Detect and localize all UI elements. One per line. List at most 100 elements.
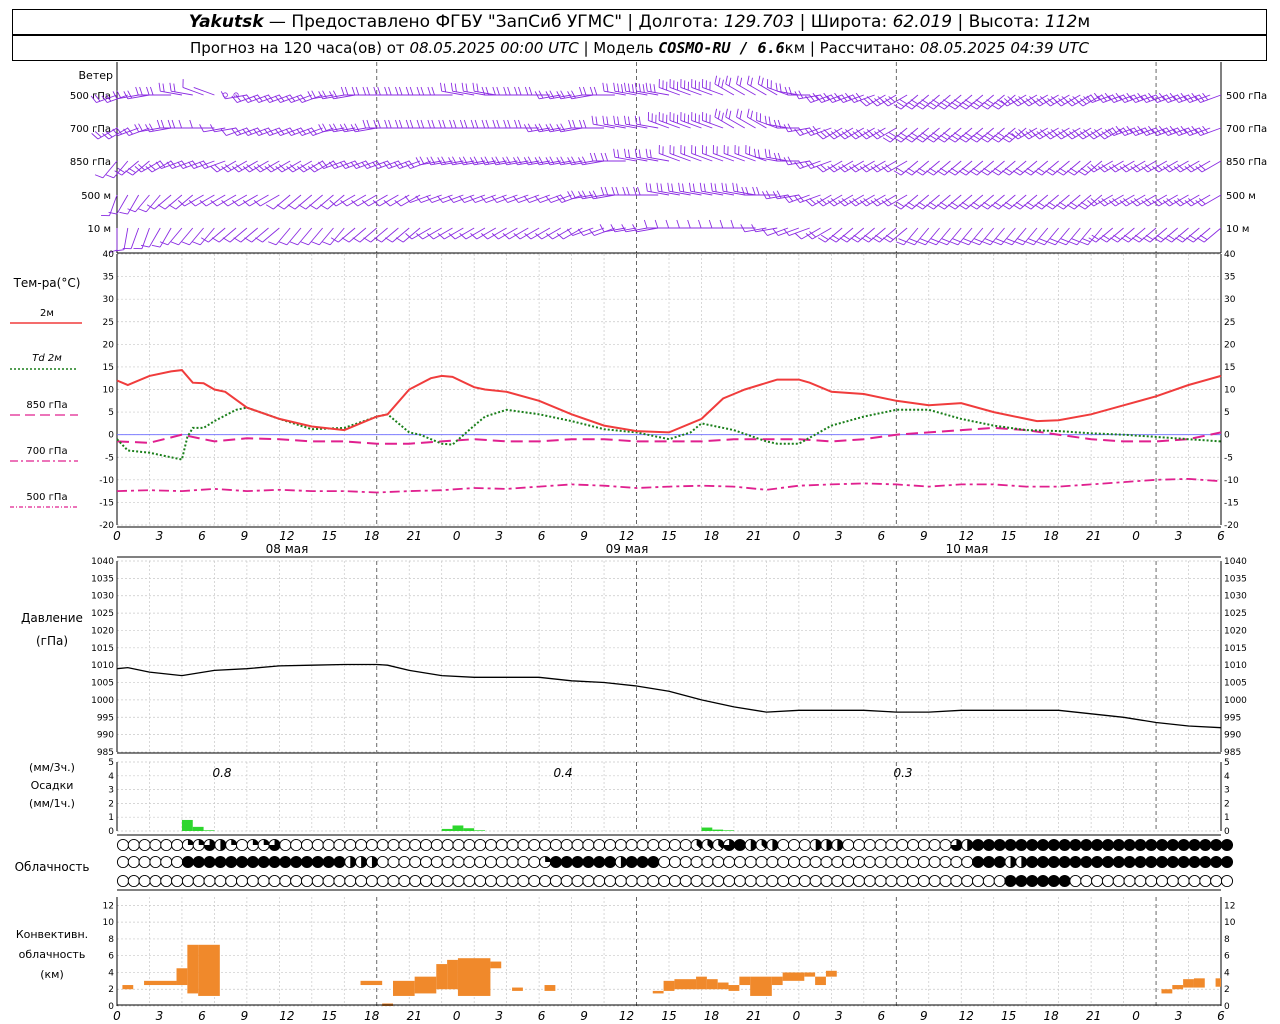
cloud-circle (788, 855, 801, 869)
cloud-symbol (203, 838, 216, 852)
wind-barb (849, 194, 875, 207)
wind-barb (105, 160, 129, 179)
wind-barb (669, 112, 691, 129)
cloud-symbol (690, 874, 703, 888)
x-tick-label: 15 (661, 529, 676, 543)
wind-barb (329, 90, 356, 100)
cloud-symbol (571, 838, 584, 852)
cloud-symbol (593, 838, 606, 852)
cloud-symbol (365, 855, 378, 869)
wind-barb (817, 227, 843, 243)
cloud-symbol (225, 855, 238, 869)
wind-barb (458, 156, 486, 166)
wind-barb (773, 119, 799, 129)
wind-barb (1151, 125, 1178, 136)
wind-barb (947, 160, 973, 176)
wind-barb (232, 160, 258, 173)
pressure-grid: 1040 1040 1035 1035 1030 1030 1025 1025 1020 1020… (91, 557, 1247, 758)
wind-barb (1054, 127, 1081, 140)
wind-barb (1131, 227, 1157, 243)
cloud-circle (116, 838, 130, 852)
cloud-symbol (1080, 855, 1093, 869)
y-tick-label-right: 3 (1224, 786, 1230, 796)
cloud-circle (1210, 874, 1223, 888)
wind-barb (991, 160, 1016, 176)
y-tick-label: -10 (99, 476, 114, 486)
wind-level-label: 700 гПа (70, 124, 111, 135)
wind-barb (1162, 194, 1189, 207)
cloud-circle (961, 855, 974, 869)
wind-barb (1001, 194, 1027, 210)
cloud-symbol (441, 838, 454, 852)
wind-barb (125, 160, 150, 176)
x-tick-label: 6 (198, 1009, 206, 1023)
cloud-symbol (1156, 838, 1169, 852)
cloud-symbol (874, 838, 887, 852)
y-tick-label: 10 (103, 386, 115, 396)
cloud-circle (1047, 838, 1060, 852)
convective-bar (804, 972, 816, 977)
precip-bar (474, 830, 485, 831)
cloud-circle (203, 855, 216, 869)
convective-bar (490, 961, 502, 969)
cloud-circle (1145, 874, 1158, 888)
wind-barb (1110, 227, 1135, 243)
wind-barb (753, 148, 778, 162)
wind-barb (732, 182, 756, 196)
wind-barb (115, 227, 129, 252)
wind-barb (1152, 194, 1178, 207)
cloud-circle (279, 838, 292, 852)
wind-barb (794, 160, 821, 169)
cloud-fill (707, 839, 714, 849)
wind-barb (669, 79, 691, 96)
wind-barb (363, 227, 388, 243)
wind-barb (145, 123, 172, 133)
header-row-1: Yakutsk — Предоставлено ФГБУ "ЗапСиб УГМ… (12, 9, 1267, 35)
wind-barb (440, 82, 464, 96)
cloud-circle (474, 838, 487, 852)
precip-bar (712, 829, 724, 831)
cloud-symbol (820, 874, 833, 888)
cloud-symbol (1004, 874, 1017, 888)
wind-barb (1004, 227, 1027, 246)
cloud-circle (387, 855, 400, 869)
convective-bar (1161, 989, 1173, 994)
cloud-circle (441, 838, 454, 852)
cloud-symbol (1026, 838, 1039, 852)
cloud-symbol (658, 838, 671, 852)
cloud-symbol (268, 838, 281, 852)
legend-t500-label: 500 гПа (26, 492, 67, 503)
cloud-symbol (506, 874, 519, 888)
cloud-symbol (744, 838, 757, 852)
convective-bar (414, 976, 437, 994)
cloud-circle (647, 855, 660, 869)
cloud-symbol (149, 855, 162, 869)
wind-barb (545, 123, 572, 133)
wind-barb (647, 112, 670, 129)
cloud-circle (582, 874, 595, 888)
cloud-symbol (604, 838, 617, 852)
convective-bar (447, 959, 458, 990)
wind-barb (1043, 94, 1070, 107)
cloud-symbol (333, 874, 346, 888)
y-tick-label-right: -15 (1224, 498, 1239, 508)
wind-barb (1108, 160, 1135, 173)
wind-barb (794, 90, 821, 100)
cloud-symbol (961, 855, 974, 869)
cloud-circle (333, 874, 346, 888)
cloud-circle (777, 874, 790, 888)
model-unit: км (784, 39, 806, 57)
cloud-circle (571, 838, 584, 852)
wind-barb (1184, 194, 1211, 207)
temperature-title: Тем-ра(°С) (13, 276, 81, 290)
wind-barb (936, 160, 962, 176)
cloud-symbol (842, 838, 855, 852)
wind-barb (926, 160, 951, 176)
cloud-symbol (777, 838, 790, 852)
cloud-circle (171, 855, 184, 869)
cloud-circle (809, 855, 822, 869)
cloud-circle (452, 855, 465, 869)
wind-barb (1129, 125, 1157, 136)
cloud-symbol (636, 838, 649, 852)
cloud-symbol (1069, 855, 1082, 869)
